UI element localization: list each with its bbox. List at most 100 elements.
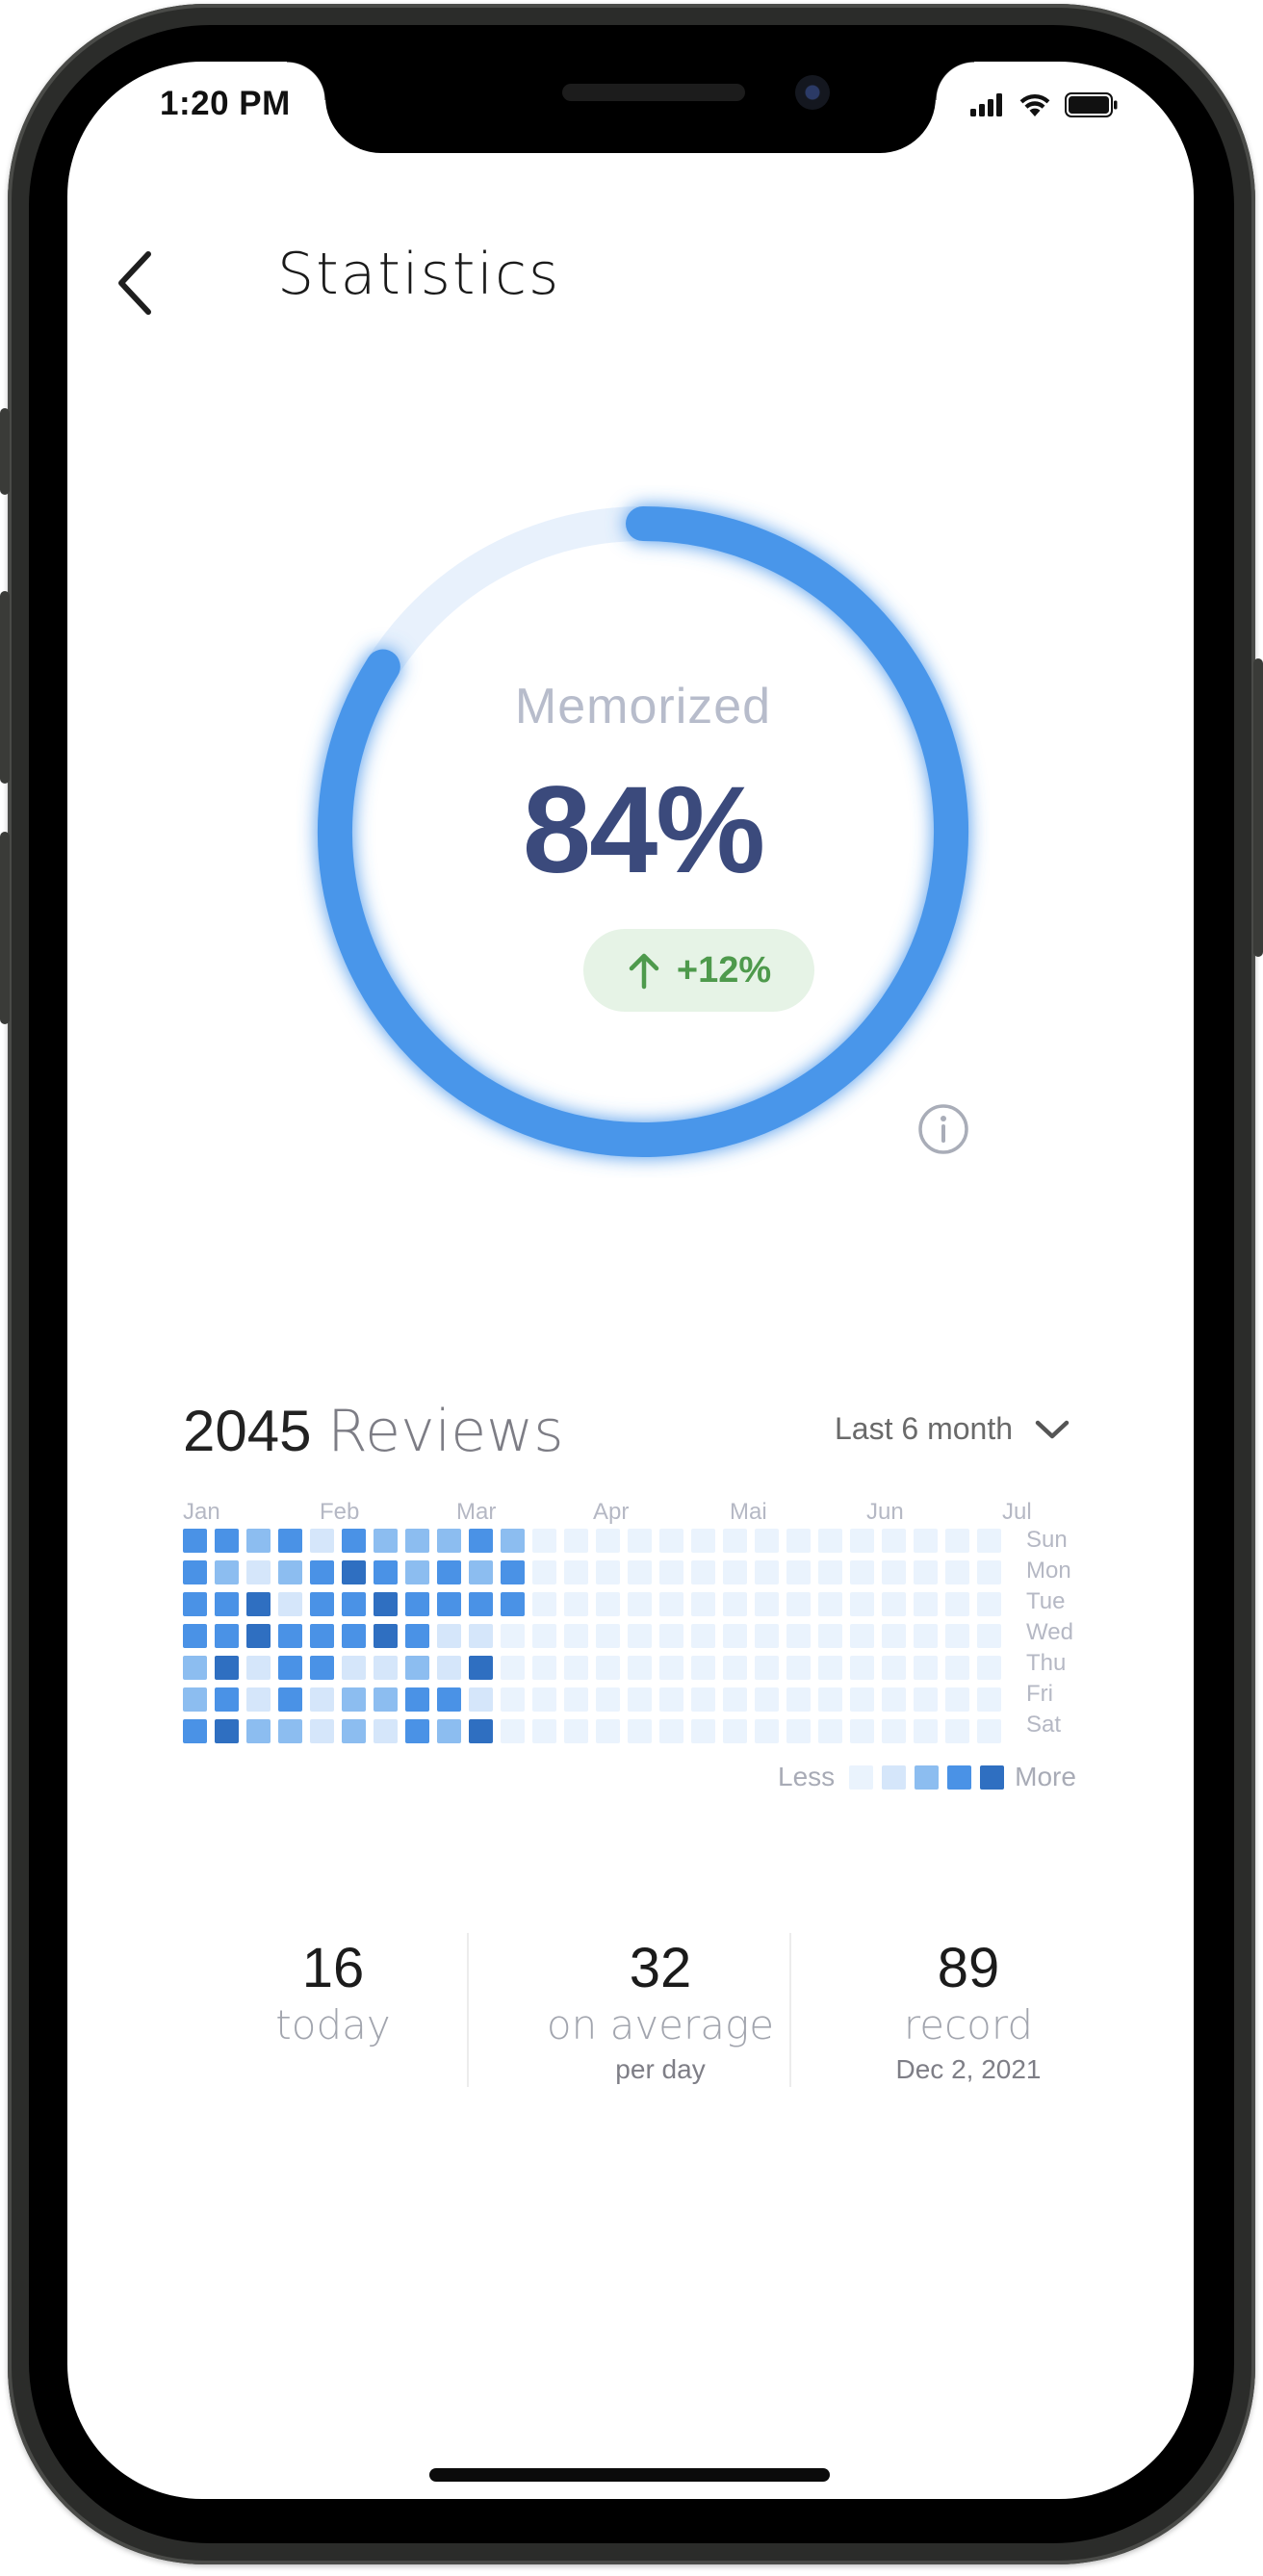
- heatmap-cell: [564, 1656, 588, 1680]
- heatmap-cell: [945, 1624, 969, 1648]
- legend-swatch: [849, 1765, 874, 1790]
- heatmap-cell: [215, 1687, 239, 1712]
- heatmap-cell: [246, 1624, 271, 1648]
- heatmap-cell: [628, 1592, 652, 1616]
- heatmap-cell: [183, 1529, 207, 1553]
- heatmap-cell: [882, 1719, 906, 1743]
- volume-up-button: [0, 591, 10, 784]
- heatmap-cell: [564, 1719, 588, 1743]
- heatmap-cell: [246, 1529, 271, 1553]
- heatmap-cell: [596, 1529, 620, 1553]
- heatmap-cell: [278, 1592, 302, 1616]
- heatmap-cell: [786, 1529, 811, 1553]
- heatmap-cell: [342, 1624, 366, 1648]
- heatmap-cell: [850, 1687, 874, 1712]
- heatmap-cell: [310, 1656, 334, 1680]
- heatmap-cell: [596, 1687, 620, 1712]
- stat-today: 16 today: [218, 1935, 449, 2048]
- info-button[interactable]: [916, 1102, 970, 1156]
- heatmap-cell: [723, 1656, 747, 1680]
- heatmap-cell: [469, 1687, 493, 1712]
- heatmap-cell: [564, 1592, 588, 1616]
- heatmap-cell: [914, 1592, 938, 1616]
- heatmap-cell: [755, 1529, 779, 1553]
- heatmap-cell: [659, 1529, 683, 1553]
- heatmap-cell: [977, 1592, 1001, 1616]
- speaker-grille: [562, 84, 745, 101]
- heatmap-cell: [691, 1719, 715, 1743]
- heatmap-cell: [215, 1560, 239, 1584]
- heatmap-cell: [786, 1656, 811, 1680]
- memorized-percentage: 84%: [522, 761, 765, 899]
- heatmap-cell: [437, 1624, 461, 1648]
- heatmap-cell: [977, 1719, 1001, 1743]
- heatmap-cell: [755, 1560, 779, 1584]
- heatmap-cell: [437, 1560, 461, 1584]
- heatmap-cell: [246, 1719, 271, 1743]
- heatmap-cell: [882, 1529, 906, 1553]
- stat-divider: [789, 1933, 791, 2087]
- stat-average-label: on average: [546, 2001, 775, 2048]
- day-label: Tue: [1026, 1588, 1066, 1614]
- heatmap-cell: [437, 1656, 461, 1680]
- heatmap-cell: [755, 1592, 779, 1616]
- status-icons: [970, 90, 1119, 119]
- heatmap-cell: [310, 1624, 334, 1648]
- heatmap-cell: [691, 1624, 715, 1648]
- heatmap-cell: [850, 1719, 874, 1743]
- range-dropdown[interactable]: Last 6 month: [835, 1411, 1070, 1447]
- heatmap-cell: [977, 1687, 1001, 1712]
- front-camera: [795, 75, 830, 110]
- heatmap-cell: [977, 1624, 1001, 1648]
- heatmap-cell: [405, 1656, 429, 1680]
- heatmap-cell: [183, 1560, 207, 1584]
- heatmap-cell: [977, 1529, 1001, 1553]
- heatmap-cell: [342, 1656, 366, 1680]
- heatmap-cell: [786, 1592, 811, 1616]
- heatmap-cell: [469, 1719, 493, 1743]
- heatmap-cell: [342, 1719, 366, 1743]
- heatmap-cell: [532, 1592, 556, 1616]
- heatmap-cell: [183, 1656, 207, 1680]
- heatmap-cell: [818, 1687, 842, 1712]
- heatmap-cell: [628, 1719, 652, 1743]
- heatmap-cell: [215, 1656, 239, 1680]
- heatmap-cell: [278, 1624, 302, 1648]
- change-badge: +12%: [583, 929, 814, 1012]
- heatmap-cell: [278, 1656, 302, 1680]
- heatmap-cell: [723, 1624, 747, 1648]
- heatmap-cell: [882, 1687, 906, 1712]
- day-label: Sat: [1026, 1712, 1062, 1738]
- day-label: Mon: [1026, 1558, 1071, 1584]
- heatmap-cell: [405, 1560, 429, 1584]
- info-icon: [918, 1104, 968, 1154]
- heatmap-cell: [691, 1592, 715, 1616]
- heatmap-cell: [691, 1656, 715, 1680]
- stat-divider: [467, 1933, 469, 2087]
- heatmap-cell: [723, 1529, 747, 1553]
- heatmap-cell: [596, 1560, 620, 1584]
- month-label: Jan: [183, 1499, 220, 1525]
- heatmap-cell: [310, 1560, 334, 1584]
- heatmap-cell: [882, 1624, 906, 1648]
- heatmap-cell: [564, 1687, 588, 1712]
- heatmap-cell: [469, 1656, 493, 1680]
- app-screen: 1:20 PM Statistics: [67, 62, 1194, 2499]
- memorized-label: Memorized: [514, 679, 772, 734]
- volume-down-button: [0, 832, 10, 1024]
- heatmap-cell: [945, 1656, 969, 1680]
- stat-average-sub: per day: [615, 2054, 706, 2084]
- day-label: Thu: [1026, 1650, 1067, 1676]
- heatmap-cell: [246, 1592, 271, 1616]
- heatmap-cell: [628, 1529, 652, 1553]
- heatmap-cell: [755, 1656, 779, 1680]
- heatmap-cell: [596, 1656, 620, 1680]
- heatmap-cell: [278, 1719, 302, 1743]
- month-label: Mai: [730, 1499, 767, 1525]
- heatmap-cell: [882, 1656, 906, 1680]
- stat-record-sub: Dec 2, 2021: [895, 2054, 1042, 2084]
- back-button[interactable]: [106, 245, 164, 322]
- heatmap-cell: [977, 1560, 1001, 1584]
- legend-swatch: [915, 1765, 940, 1790]
- heatmap-cell: [469, 1624, 493, 1648]
